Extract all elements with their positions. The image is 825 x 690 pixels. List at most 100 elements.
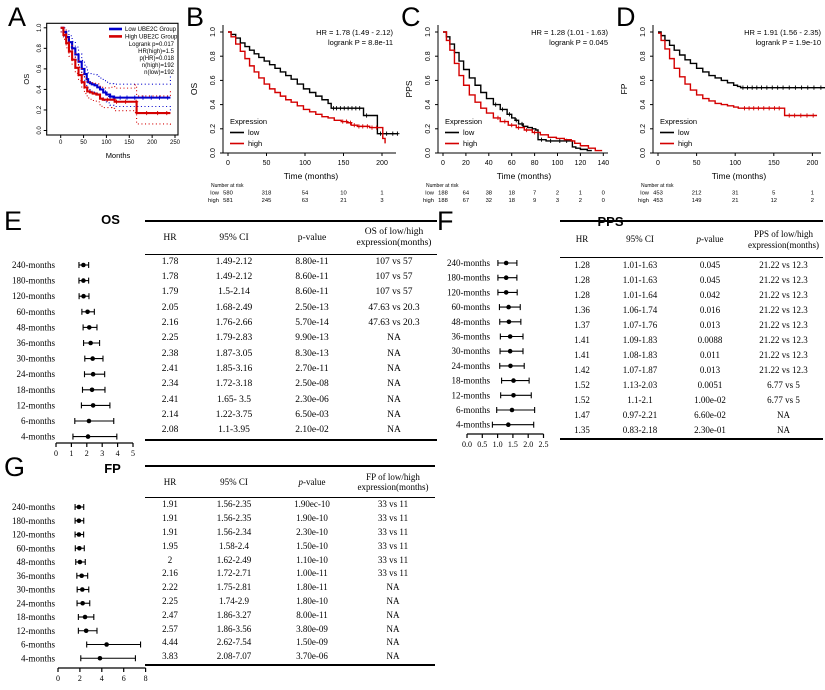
table-cell: 2.70e-11 [295,363,329,374]
svg-text:48-months: 48-months [451,317,490,327]
table-cell: 1.95 [162,540,178,551]
svg-text:Expression: Expression [660,117,697,126]
svg-text:9: 9 [533,198,536,204]
svg-text:0.4: 0.4 [640,100,647,110]
svg-text:Number at risk: Number at risk [641,183,674,189]
svg-text:38: 38 [486,191,492,197]
table-cell: 6.60e-02 [694,410,726,420]
km-curve-high [443,31,603,152]
svg-text:0.6: 0.6 [640,75,647,85]
column-header: FP of low/high expression(months) [351,465,435,498]
km-curve-low [443,31,592,152]
column-header: 95% CI [604,220,676,258]
svg-text:low: low [248,128,260,137]
svg-text:60: 60 [508,160,516,167]
panel-e-table: HR 95% CI p-value OS of low/high expression(… [145,220,437,441]
table-cell: 2.22 [162,582,178,593]
table-cell: 33 vs 11 [377,513,409,524]
svg-text:p(HR)=0.018: p(HR)=0.018 [139,56,174,62]
panel-e-forest-plot: 240-months 180-months 120-months 60-months 4… [12,260,135,458]
km-curve-high [658,32,818,118]
table-cell: 1.10e-10 [296,554,328,565]
svg-text:4-months: 4-months [21,653,55,663]
table-row: 1.28 1.01-1.63 0.045 21.22 vs 12.3 [560,258,823,274]
table-cell: 1.28 [574,290,590,300]
svg-text:6: 6 [122,674,126,683]
forest-row-36-months: 36-months [451,332,524,342]
table-cell: 1.62-2.49 [216,554,252,565]
svg-text:4: 4 [116,449,120,458]
table-cell: 1.5-2.14 [218,287,250,298]
svg-text:581: 581 [223,198,233,204]
table-cell: 2.10e-02 [273,423,351,441]
svg-text:0: 0 [602,198,605,204]
table-row: 1.95 1.58-2.4 1.50e-10 33 vs 11 [145,539,435,553]
svg-text:1.0: 1.0 [640,27,647,37]
table-cell: 1.91 [162,499,178,510]
forest-row-120-months: 120-months [12,291,90,301]
table-row: 1.78 1.49-2.12 8.60e-11 107 vs 57 [145,270,437,285]
table-cell: 2.08-7.07 [195,649,273,666]
svg-text:0.0: 0.0 [425,148,432,158]
panel-f-forest-plot: 240-months 180-months 120-months 60-months 4… [447,258,549,449]
svg-text:0.0: 0.0 [210,148,217,158]
table-cell: 2.41 [161,394,179,405]
svg-text:OS: OS [189,83,199,96]
axes: 0 50 100 150 200 0.0 0.2 0.4 0.6 0.8 1.0 FP Time (mo… [619,25,821,181]
svg-text:0.2: 0.2 [425,124,432,134]
svg-text:high: high [678,139,692,148]
table-cell: 2.16 [161,318,179,329]
table-cell: 0.83-2.18 [604,423,676,440]
forest-row-6-months: 6-months [21,640,142,650]
forest-row-240-months: 240-months [447,258,518,268]
table-cell: 2.50e-13 [295,302,329,313]
table-cell: 3.80e-09 [296,623,328,634]
svg-text:453: 453 [653,191,663,197]
svg-text:30-months: 30-months [451,346,490,356]
svg-text:67: 67 [463,198,469,204]
table-cell: 21.22 vs 12.3 [759,320,808,330]
table-cell: 1.80e-10 [296,595,328,606]
svg-text:0.6: 0.6 [425,75,432,85]
forest-row-18-months: 18-months [451,376,530,386]
svg-text:36-months: 36-months [451,332,490,342]
table-row: 2.47 1.86-3.27 8.00e-11 NA [145,608,435,622]
svg-text:Expression: Expression [445,117,482,126]
table-row: 2.22 1.75-2.81 1.80e-11 NA [145,581,435,595]
svg-text:0.2: 0.2 [640,124,647,134]
svg-text:180-months: 180-months [12,516,55,526]
table-cell: 0.045 [699,260,721,270]
svg-text:200: 200 [147,140,158,146]
svg-text:18-months: 18-months [16,385,55,395]
table-header-row: HR 95% CI p-value OS of low/high expression(… [145,220,437,255]
svg-text:2: 2 [78,674,82,683]
table-cell: 8.30e-13 [295,348,329,359]
svg-text:48-months: 48-months [16,322,55,332]
column-header: p-value [273,220,351,255]
svg-text:n(low)=192: n(low)=192 [144,70,175,76]
table-row: 1.79 1.5-2.14 8.60e-11 107 vs 57 [145,286,437,301]
table-cell: 47.63 vs 20.3 [368,302,420,313]
svg-text:31: 31 [732,191,738,197]
svg-text:2: 2 [579,198,582,204]
forest-row-18-months: 18-months [16,385,106,395]
svg-text:245: 245 [262,198,272,204]
table-cell: 1.08-1.83 [622,350,658,360]
svg-text:0.4: 0.4 [425,100,432,110]
forest-row-240-months: 240-months [12,260,90,270]
svg-text:80: 80 [531,160,539,167]
svg-text:6-months: 6-months [21,640,55,650]
svg-text:100: 100 [299,160,311,167]
table-cell: 47.63 vs 20.3 [368,318,420,329]
table-cell: 107 vs 57 [375,256,413,267]
table-row: 1.52 1.1-2.1 1.00e-02 6.77 vs 5 [560,393,823,408]
table-cell: 2.05 [161,302,179,313]
table-cell: 33 vs 11 [377,568,409,579]
table-cell: 1.42 [574,365,590,375]
number-at-risk-table: Number at risk low 453 212 31 5 1 high 453 149 21 1… [638,183,814,204]
svg-text:OS: OS [22,74,31,85]
table-cell: 3.70e-06 [273,649,351,666]
svg-text:logrank P = 1.9e-10: logrank P = 1.9e-10 [755,38,821,47]
table-row: 2.14 1.22-3.75 6.50e-03 NA [145,408,437,423]
